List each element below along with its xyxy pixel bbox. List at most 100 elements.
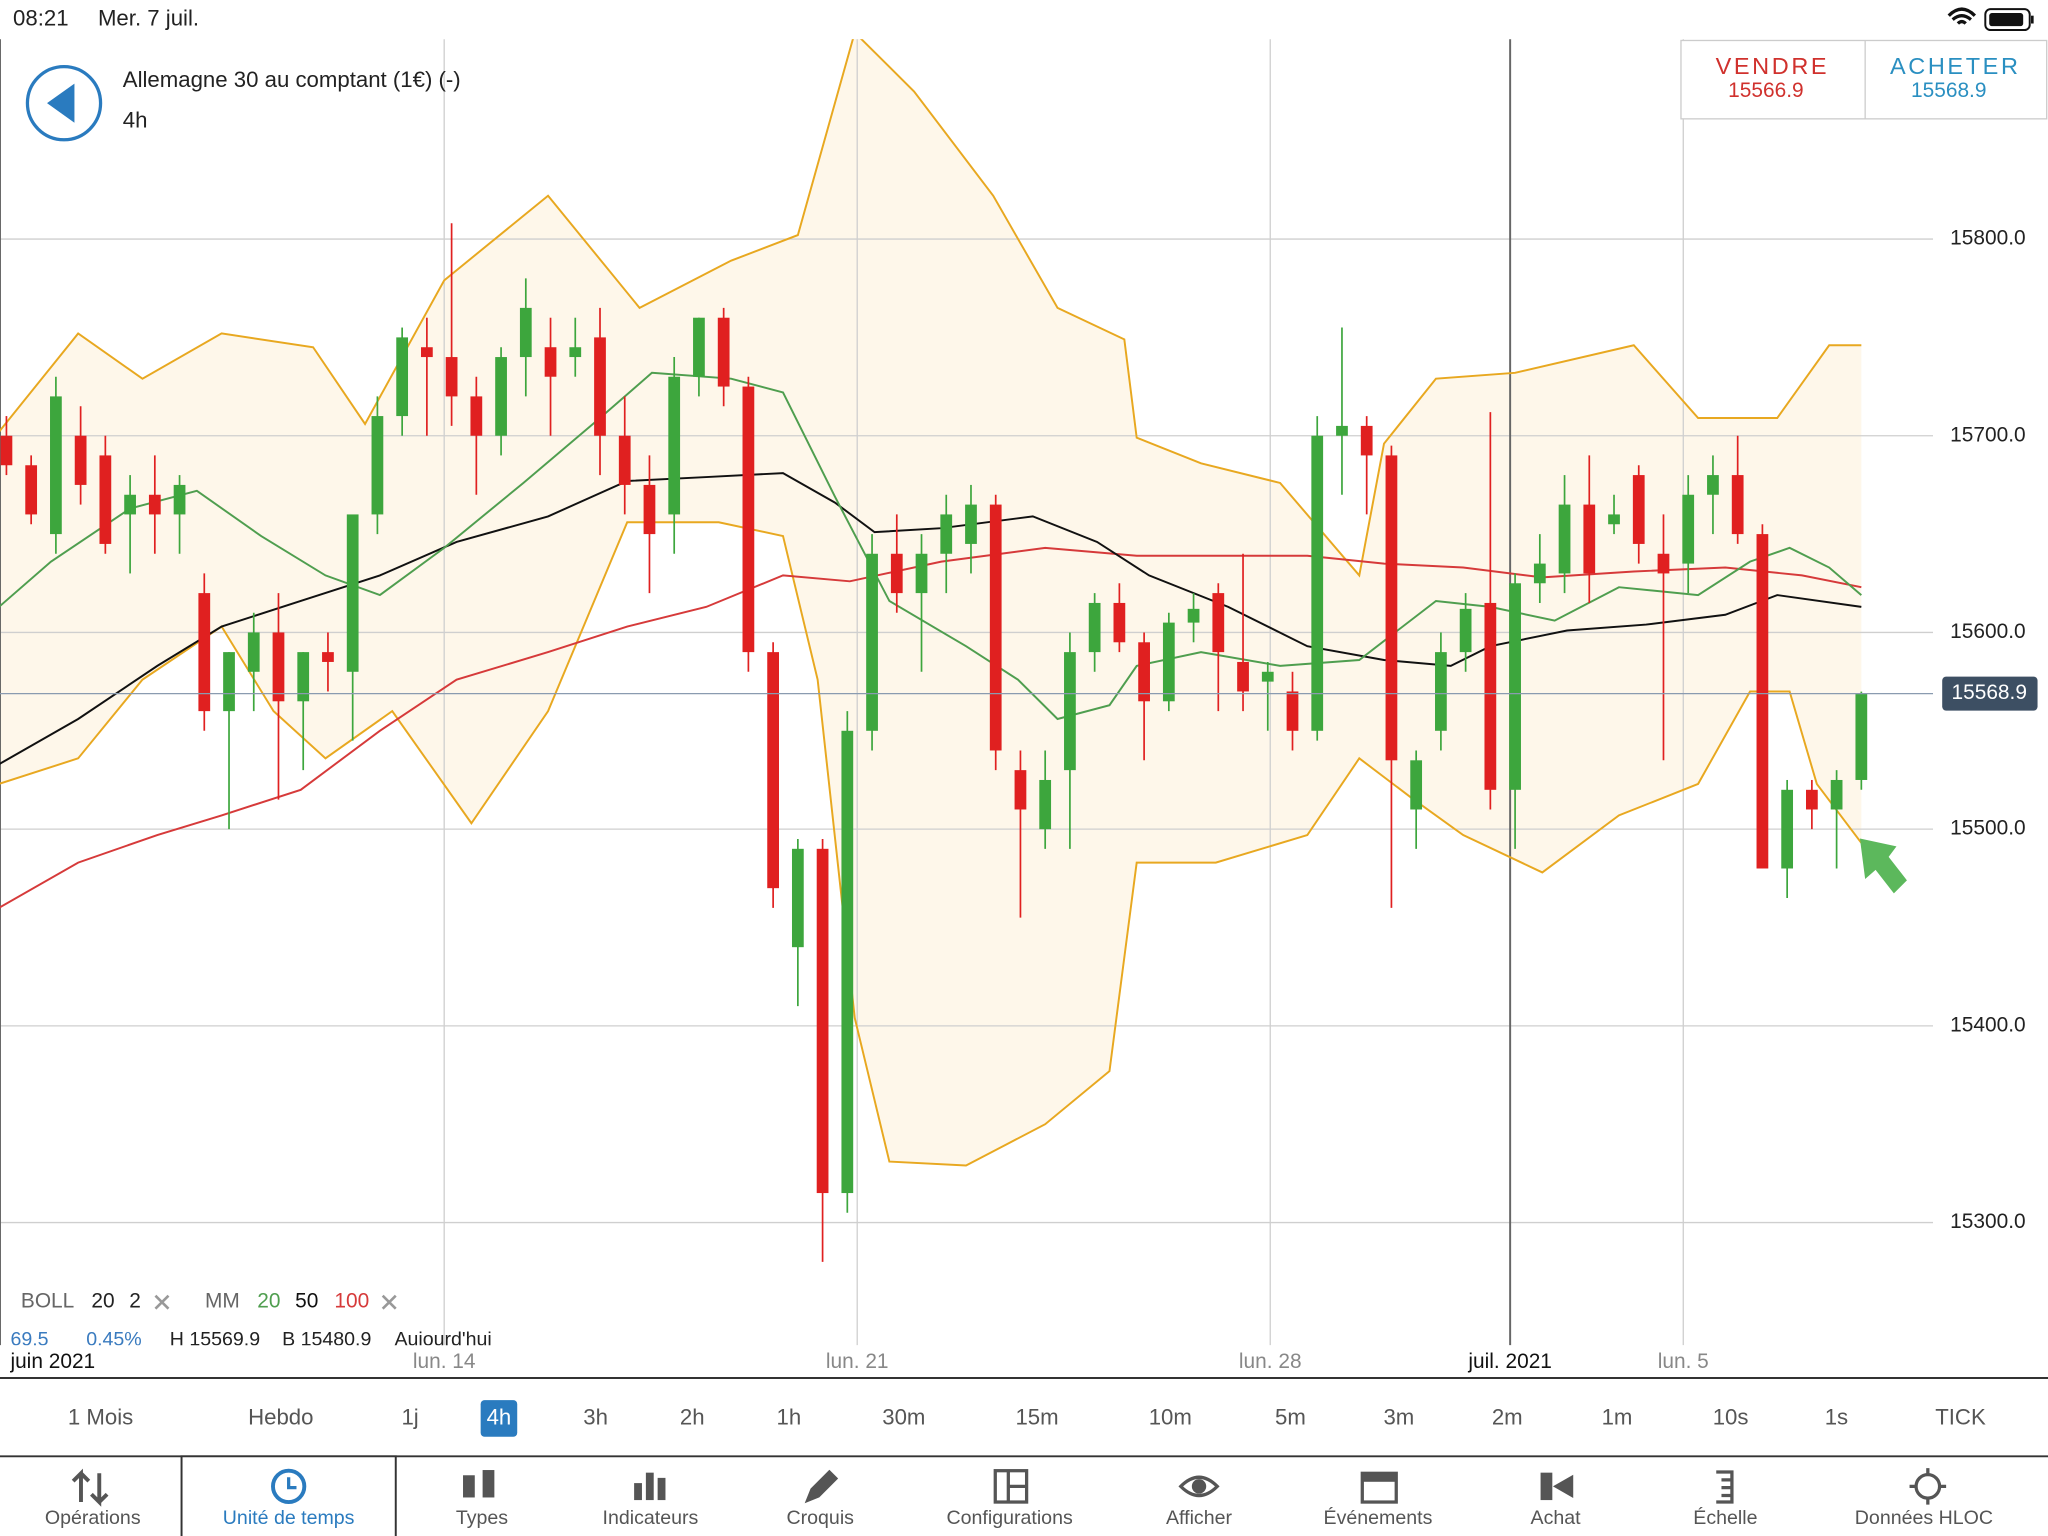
candle-body <box>1830 779 1843 810</box>
candle-body <box>767 652 780 889</box>
timeframe-option[interactable]: 1h <box>777 1404 802 1429</box>
sell-button[interactable]: VENDRE 15566.9 <box>1716 53 1830 102</box>
candle-body <box>544 347 557 377</box>
candle-body <box>1212 593 1225 653</box>
info-value: 0.45% <box>86 1328 142 1350</box>
timeframe-option[interactable]: 30m <box>882 1404 925 1429</box>
candle-body <box>322 652 334 662</box>
timeframe-option[interactable]: TICK <box>1935 1404 1986 1429</box>
timeframe-option[interactable]: 10s <box>1713 1404 1749 1429</box>
candle-body <box>1113 602 1126 643</box>
candle-body <box>148 494 161 515</box>
bollinger-upper <box>0 39 1862 578</box>
timeframe-option[interactable]: 1 Mois <box>68 1404 133 1429</box>
info-value: 69.5 <box>10 1328 48 1350</box>
timeframe-option[interactable]: 2h <box>680 1404 705 1429</box>
timeframe-option[interactable]: Hebdo <box>248 1404 313 1429</box>
candle-body <box>1336 425 1348 436</box>
y-tick-label: 15800.0 <box>1950 227 2025 250</box>
candle-body <box>74 435 87 485</box>
candle-body <box>519 307 532 358</box>
candle-body <box>940 514 953 554</box>
x-tick-label: lun. 5 <box>1658 1350 1709 1373</box>
candle-body <box>223 652 235 712</box>
candle-body <box>99 455 112 544</box>
candle-body <box>1286 691 1299 731</box>
candle-body <box>890 553 903 594</box>
timeframe-label: 4h <box>123 107 148 132</box>
candle-body <box>445 357 458 397</box>
tab-label[interactable]: Données HLOC <box>1855 1507 1993 1529</box>
tab-label[interactable]: Événements <box>1324 1506 1433 1529</box>
timeframe-option[interactable]: 3h <box>583 1404 608 1429</box>
candle-body <box>1731 475 1744 535</box>
candle-body <box>297 652 310 702</box>
candle-body <box>1064 652 1076 771</box>
timeframe-selected <box>480 1400 518 1437</box>
sell-label: VENDRE <box>1716 53 1830 79</box>
tab-label[interactable]: Opérations <box>45 1507 141 1529</box>
timeframe-option[interactable]: 4h <box>487 1404 512 1429</box>
candle-body <box>1459 608 1472 653</box>
candle-body <box>1088 602 1101 653</box>
timeframe-option[interactable]: 15m <box>1015 1404 1058 1429</box>
tab-label[interactable]: Indicateurs <box>603 1507 699 1529</box>
tab-label[interactable]: Croquis <box>787 1507 855 1529</box>
back-button[interactable] <box>25 64 103 142</box>
candle-body <box>1657 553 1670 574</box>
bollinger-band <box>0 39 1862 1166</box>
candle-body <box>1187 608 1200 623</box>
candle-body <box>915 553 928 594</box>
boll-param: 20 <box>91 1290 114 1313</box>
candle-body <box>1608 514 1620 525</box>
candle-body <box>1533 563 1546 584</box>
candle-body <box>1682 494 1695 564</box>
tab-icons <box>71 1468 1947 1507</box>
candle-body <box>1014 770 1027 810</box>
candle-body <box>866 553 878 731</box>
remove-mm[interactable] <box>381 1294 397 1310</box>
candle-body <box>791 848 804 948</box>
timeframe-option[interactable]: 1m <box>1602 1404 1633 1429</box>
tab-label[interactable]: Échelle <box>1693 1506 1757 1529</box>
candle-body <box>1484 602 1497 790</box>
candle-body <box>816 848 829 1194</box>
tab-label[interactable]: Afficher <box>1166 1507 1232 1529</box>
instrument-name: Allemagne 30 au comptant (1€) (-) <box>123 67 461 92</box>
tab-label[interactable]: Unité de temps <box>223 1507 355 1529</box>
tab-label[interactable]: Configurations <box>947 1507 1073 1529</box>
mm-param: 20 <box>257 1290 280 1313</box>
timeframe-option[interactable]: 5m <box>1275 1404 1306 1429</box>
y-tick-label: 15700.0 <box>1950 423 2025 446</box>
boll-param: 2 <box>129 1290 141 1313</box>
timeframe-option[interactable]: 1s <box>1825 1404 1848 1429</box>
candle-body <box>618 435 631 485</box>
toolbar: Opérations Unité de temps Types Indicateurs… <box>45 1455 1993 1536</box>
candle-body <box>1410 760 1423 810</box>
timeframe-option[interactable]: 1j <box>401 1404 418 1429</box>
candle-body <box>989 504 1002 751</box>
tab-label[interactable]: Types <box>456 1507 508 1529</box>
timeframe-option[interactable]: 3m <box>1383 1404 1414 1429</box>
x-tick-label: lun. 28 <box>1239 1350 1302 1373</box>
candle-body <box>1756 534 1769 869</box>
candle-body <box>965 504 977 544</box>
axes: 15300.0 15400.0 15500.0 15600.0 15700.0 15800… <box>9 227 2038 1373</box>
buy-button[interactable]: ACHETER 15568.9 <box>1890 53 2021 102</box>
candle-body <box>124 494 136 515</box>
candle-body <box>1855 693 1868 780</box>
remove-boll[interactable] <box>154 1294 170 1310</box>
candle-body <box>1261 671 1274 682</box>
current-price-label: 15568.9 <box>1951 681 2026 704</box>
candle-body <box>1632 475 1645 544</box>
timeframe-option[interactable]: 2m <box>1492 1404 1523 1429</box>
x-tick-label: juil. 2021 <box>1467 1350 1552 1373</box>
info-value: H 15569.9 <box>170 1328 260 1350</box>
y-tick-label: 15300.0 <box>1950 1210 2025 1233</box>
x-tick-label: juin 2021 <box>9 1350 95 1373</box>
timeframe-option[interactable]: 10m <box>1149 1404 1192 1429</box>
candle-body <box>25 465 38 515</box>
tab-label[interactable]: Achat <box>1531 1507 1582 1529</box>
